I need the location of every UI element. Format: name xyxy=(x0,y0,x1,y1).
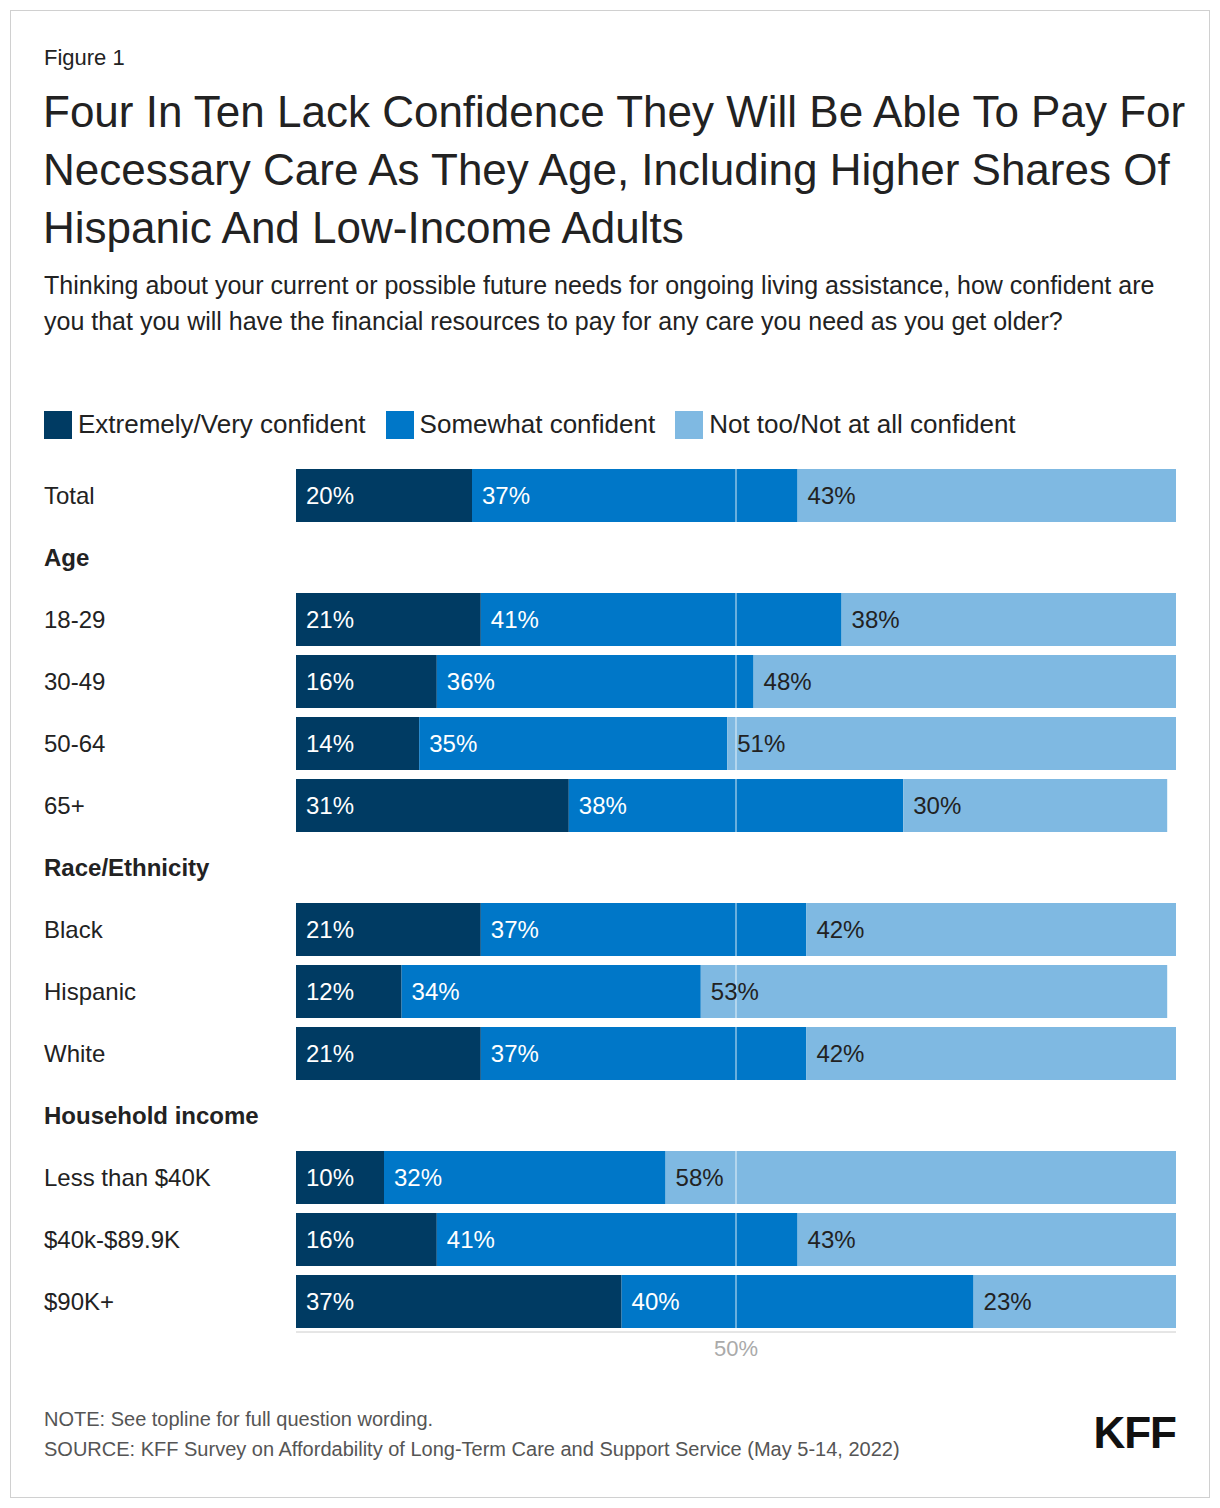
svg-text:37%: 37% xyxy=(491,916,539,943)
svg-text:Black: Black xyxy=(44,916,104,943)
svg-text:36%: 36% xyxy=(447,668,495,695)
svg-text:42%: 42% xyxy=(816,916,864,943)
svg-text:43%: 43% xyxy=(808,482,856,509)
svg-text:$40k-$89.9K: $40k-$89.9K xyxy=(44,1226,180,1253)
svg-text:37%: 37% xyxy=(306,1288,354,1315)
svg-text:21%: 21% xyxy=(306,916,354,943)
svg-text:42%: 42% xyxy=(816,1040,864,1067)
svg-text:12%: 12% xyxy=(306,978,354,1005)
svg-text:Race/Ethnicity: Race/Ethnicity xyxy=(44,854,210,881)
svg-text:$90K+: $90K+ xyxy=(44,1288,114,1315)
svg-text:35%: 35% xyxy=(429,730,477,757)
html-text:SOURCE: KFF Survey on Affordab: SOURCE: KFF Survey on Affordability of L… xyxy=(44,1438,900,1460)
svg-text:40%: 40% xyxy=(632,1288,680,1315)
svg-text:43%: 43% xyxy=(808,1226,856,1253)
svg-text:50%: 50% xyxy=(714,1336,758,1361)
html-text:Four In Ten Lack Confidence Th: Four In Ten Lack Confidence They Will Be… xyxy=(43,87,1186,252)
svg-text:14%: 14% xyxy=(306,730,354,757)
svg-text:50-64: 50-64 xyxy=(44,730,105,757)
svg-text:Total: Total xyxy=(44,482,95,509)
svg-text:21%: 21% xyxy=(306,606,354,633)
svg-text:18-29: 18-29 xyxy=(44,606,105,633)
svg-text:30%: 30% xyxy=(913,792,961,819)
html-text:Not too/Not at all confident: Not too/Not at all confident xyxy=(709,409,1016,439)
svg-text:10%: 10% xyxy=(306,1164,354,1191)
svg-text:20%: 20% xyxy=(306,482,354,509)
svg-text:38%: 38% xyxy=(852,606,900,633)
svg-text:16%: 16% xyxy=(306,1226,354,1253)
svg-text:31%: 31% xyxy=(306,792,354,819)
html-text:Thinking about your current or: Thinking about your current or possible … xyxy=(44,271,1155,335)
svg-text:Age: Age xyxy=(44,544,89,571)
svg-text:37%: 37% xyxy=(491,1040,539,1067)
svg-text:Household income: Household income xyxy=(44,1102,259,1129)
html-text:Figure 1: Figure 1 xyxy=(44,45,125,70)
svg-text:Less than $40K: Less than $40K xyxy=(44,1164,211,1191)
svg-text:34%: 34% xyxy=(412,978,460,1005)
svg-text:41%: 41% xyxy=(447,1226,495,1253)
svg-text:48%: 48% xyxy=(764,668,812,695)
html-text:Extremely/Very confident: Extremely/Very confident xyxy=(78,409,366,439)
svg-text:Hispanic: Hispanic xyxy=(44,978,136,1005)
svg-text:30-49: 30-49 xyxy=(44,668,105,695)
svg-text:41%: 41% xyxy=(491,606,539,633)
svg-text:21%: 21% xyxy=(306,1040,354,1067)
svg-text:16%: 16% xyxy=(306,668,354,695)
html-text:NOTE: See topline for full que: NOTE: See topline for full question word… xyxy=(44,1408,434,1430)
svg-text:23%: 23% xyxy=(984,1288,1032,1315)
svg-text:53%: 53% xyxy=(711,978,759,1005)
html-text:KFF: KFF xyxy=(1093,1408,1176,1457)
svg-text:32%: 32% xyxy=(394,1164,442,1191)
svg-text:51%: 51% xyxy=(737,730,785,757)
svg-text:38%: 38% xyxy=(579,792,627,819)
svg-text:37%: 37% xyxy=(482,482,530,509)
svg-text:65+: 65+ xyxy=(44,792,85,819)
svg-text:White: White xyxy=(44,1040,105,1067)
svg-text:58%: 58% xyxy=(676,1164,724,1191)
html-text:Somewhat confident: Somewhat confident xyxy=(419,409,656,439)
